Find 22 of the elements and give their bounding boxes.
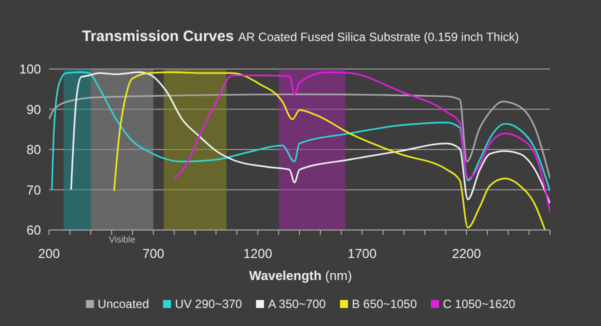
x-axis-title: Wavelength (nm)	[249, 268, 352, 283]
x-tick-label: 1200	[243, 246, 272, 262]
legend-label: UV 290~370	[175, 297, 242, 311]
legend-label: A 350~700	[268, 297, 326, 311]
x-tick-label: 700	[142, 246, 164, 262]
y-tick-label: 100	[19, 62, 41, 77]
y-tick-label: 80	[26, 142, 41, 158]
chart-subtitle: AR Coated Fused Silica Substrate (0.159 inch Thick)	[238, 30, 519, 44]
x-tick-label: 1700	[348, 246, 377, 262]
legend-label: Uncoated	[98, 297, 150, 311]
line-series	[113, 71, 546, 230]
line-series	[49, 94, 550, 180]
legend-label: C 1050~1620	[442, 297, 516, 311]
legend-label: B 650~1050	[352, 297, 417, 311]
band-label: Visible	[108, 234, 136, 244]
y-tick-label: 90	[26, 102, 41, 117]
x-tick-label: 200	[38, 246, 60, 262]
y-tick-label: 60	[26, 222, 41, 238]
y-tick-label: 70	[26, 182, 41, 198]
chart-title: Transmission Curves	[82, 28, 234, 45]
line-series	[173, 71, 550, 213]
x-tick-label: 2200	[452, 246, 481, 262]
